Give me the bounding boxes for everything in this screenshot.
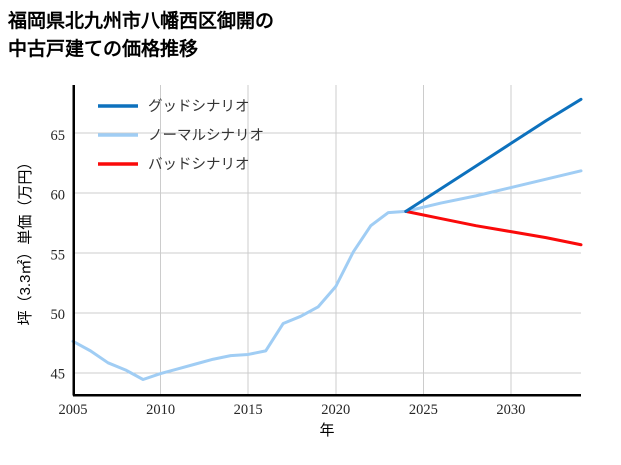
y-tick-55: 55 <box>51 247 66 263</box>
y-gridlines <box>73 132 581 374</box>
chart-title-line-1: 福岡県北九州市八幡西区御開の <box>8 11 275 32</box>
data-series-group <box>71 97 583 381</box>
chart-title-line-2: 中古戸建ての価格推移 <box>8 38 199 60</box>
x-tick-2005: 2005 <box>59 402 88 418</box>
legend-label-1: ノーマルシナリオ <box>148 128 264 144</box>
legend-label-0: グッドシナリオ <box>148 98 250 115</box>
x-tick-labels: 2005 2010 2015 2020 2025 2030 <box>59 402 526 418</box>
x-axis-label: 年 <box>319 422 334 439</box>
legend-label-2: バッドシナリオ <box>148 157 250 173</box>
y-tick-60: 60 <box>51 188 66 204</box>
x-tick-2020: 2020 <box>321 402 350 418</box>
series-line-good <box>404 97 583 213</box>
x-tick-2030: 2030 <box>496 402 525 418</box>
y-tick-50: 50 <box>51 307 66 323</box>
x-tick-2015: 2015 <box>234 402 263 418</box>
y-tick-45: 45 <box>51 367 66 383</box>
x-tick-2010: 2010 <box>146 402 175 418</box>
series-line-bad <box>404 209 583 247</box>
chart-title: 福岡県北九州市八幡西区御開の 中古戸建ての価格推移 <box>8 8 608 63</box>
y-tick-65: 65 <box>51 128 66 144</box>
y-tick-labels: 45 50 55 60 65 <box>51 128 66 382</box>
series-line-normal <box>71 169 583 381</box>
x-tick-2025: 2025 <box>409 402 438 418</box>
y-axis-label: 坪（3.3㎡）単価（万円） <box>17 155 34 326</box>
plot-background <box>73 85 581 395</box>
